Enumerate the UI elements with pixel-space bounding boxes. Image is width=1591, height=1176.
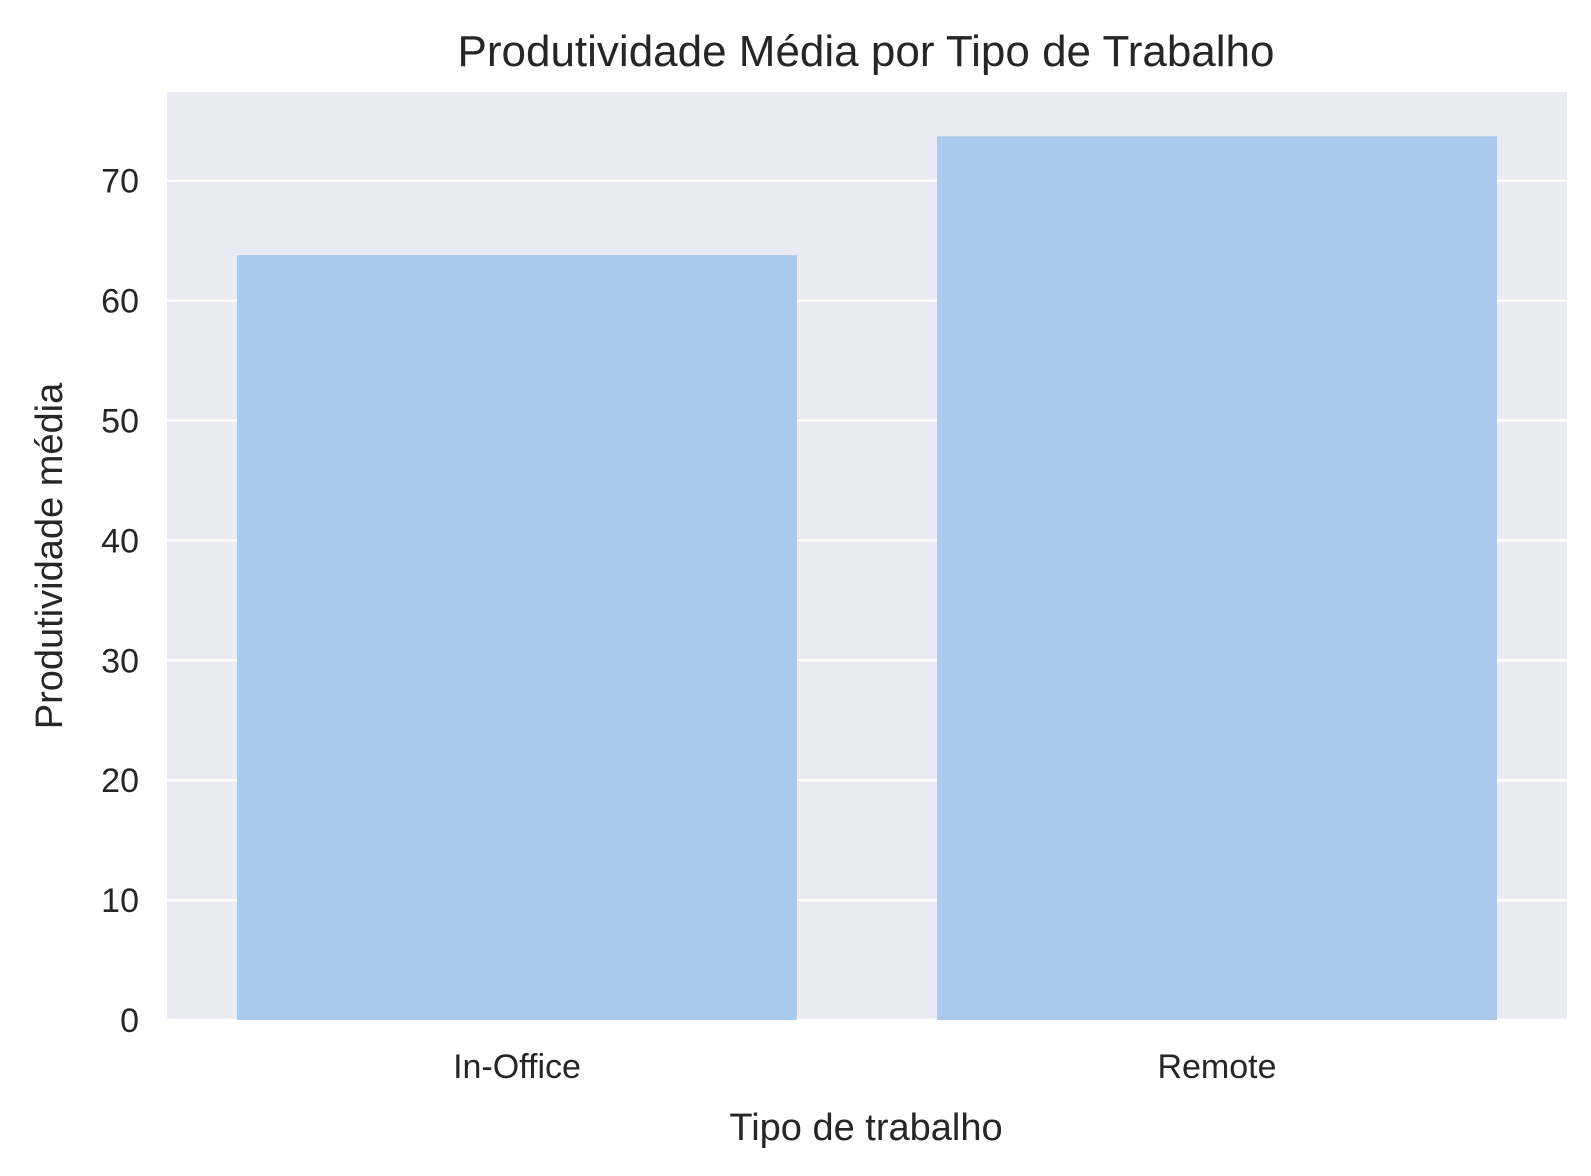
y-tick-label: 70 [101, 163, 139, 201]
y-tick-label: 60 [101, 283, 139, 321]
y-tick-label: 50 [101, 403, 139, 441]
y-tick-label: 10 [101, 882, 139, 920]
y-axis-ticks: 0 10 20 30 40 50 60 70 [101, 163, 139, 1040]
x-tick-label: In-Office [453, 1048, 581, 1086]
bar-remote [937, 136, 1497, 1020]
y-tick-label: 40 [101, 522, 139, 560]
y-tick-label: 0 [120, 1002, 139, 1040]
y-tick-label: 30 [101, 642, 139, 680]
y-tick-label: 20 [101, 762, 139, 800]
bar-in-office [237, 255, 797, 1020]
y-axis-label: Produtividade média [29, 382, 71, 729]
bars [237, 136, 1497, 1020]
x-tick-label: Remote [1157, 1048, 1276, 1086]
x-axis-label: Tipo de trabalho [729, 1107, 1002, 1149]
chart-title: Produtividade Média por Tipo de Trabalho [458, 27, 1275, 76]
x-axis-ticks: In-Office Remote [453, 1048, 1276, 1086]
